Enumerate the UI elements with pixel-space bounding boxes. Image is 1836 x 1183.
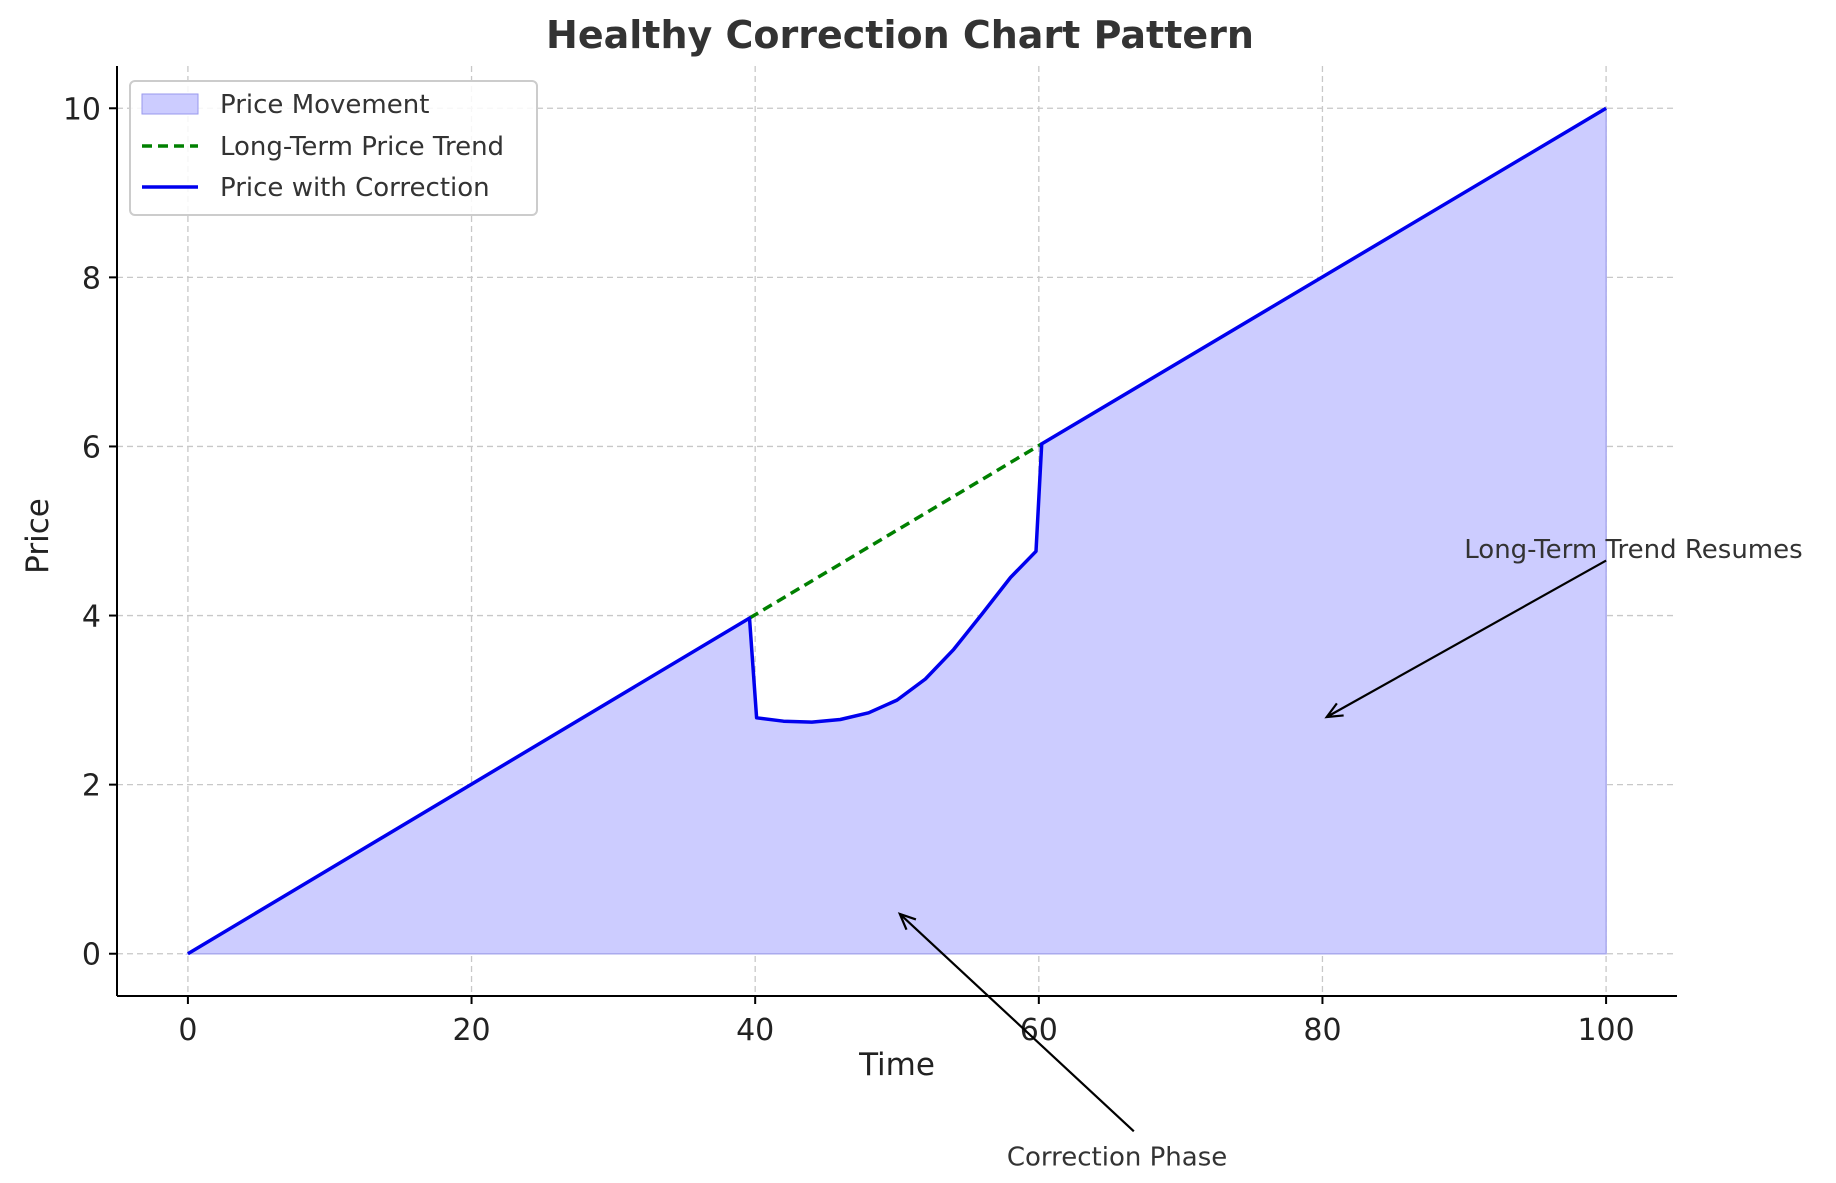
x-tick-label: 100 [1577, 1013, 1634, 1048]
legend: Price Movement Long-Term Price Trend Pri… [129, 80, 538, 216]
annotation-label-correction-phase: Correction Phase [1007, 1142, 1227, 1172]
axes [116, 66, 1677, 997]
x-tick-label: 0 [178, 1013, 197, 1048]
x-ticks: 0 20 40 60 80 100 [178, 996, 1635, 1048]
y-tick-label: 8 [82, 261, 101, 296]
annotation-arrowhead [897, 912, 917, 931]
x-tick-label: 40 [736, 1013, 774, 1048]
legend-box [129, 80, 538, 216]
y-axis-label: Price [20, 498, 56, 574]
legend-label-price-with-correction: Price with Correction [220, 173, 490, 203]
annotation-arrow-correction-phase [899, 913, 1135, 1133]
y-tick-label: 0 [82, 938, 101, 973]
y-ticks: 0 2 4 6 8 10 [63, 92, 117, 973]
x-tick-label: 80 [1303, 1013, 1341, 1048]
legend-label-price-movement: Price Movement [220, 90, 429, 120]
annotation-arrowhead [1324, 702, 1344, 719]
legend-swatch-price-movement [141, 93, 199, 115]
y-tick-label: 2 [82, 769, 101, 804]
y-tick-label: 10 [63, 92, 101, 127]
x-axis-label: Time [858, 1047, 935, 1083]
series-line-price-with-correction [187, 106, 1607, 956]
annotations: Long-Term Trend Resumes Correction Phase [897, 535, 1803, 1172]
x-tick-label: 20 [452, 1013, 490, 1048]
y-tick-label: 4 [82, 600, 101, 635]
chart-title: Healthy Correction Chart Pattern [546, 13, 1254, 57]
annotation-arrow-long-term-trend-resumes [1326, 559, 1607, 718]
legend-label-long-term-trend: Long-Term Price Trend [220, 132, 504, 162]
annotation-label-long-term-trend-resumes: Long-Term Trend Resumes [1464, 535, 1802, 565]
series-line-long-term-price-trend [748, 442, 1043, 620]
plot-area [185, 106, 1607, 956]
y-tick-label: 6 [82, 430, 101, 465]
